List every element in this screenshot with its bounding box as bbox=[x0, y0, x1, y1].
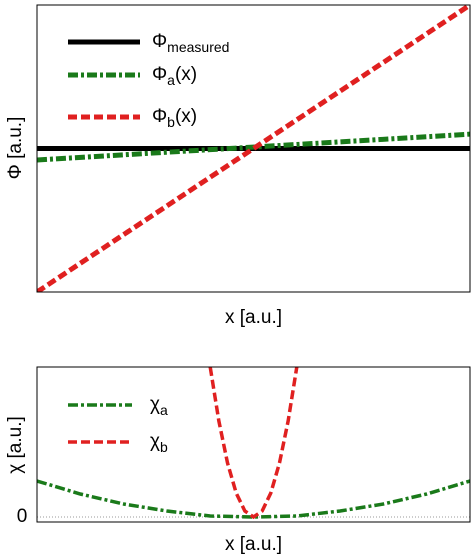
legend-suffix: (x) bbox=[175, 64, 197, 85]
legend-subscript: a bbox=[160, 402, 168, 418]
y-axis-label: χ [a.u.] bbox=[5, 416, 26, 474]
series-line bbox=[208, 367, 299, 520]
legend-label: χa bbox=[150, 394, 168, 418]
legend-symbol: Φ bbox=[152, 31, 167, 52]
legend-label: Φmeasured bbox=[152, 31, 229, 55]
series-line bbox=[37, 479, 470, 519]
plot-frame bbox=[36, 4, 471, 293]
legend-symbol: Φ bbox=[152, 106, 167, 127]
series-line bbox=[37, 5, 470, 292]
legend-subscript: measured bbox=[167, 39, 229, 55]
y-axis-label: Φ [a.u.] bbox=[5, 117, 26, 180]
legend-label: Φb(x) bbox=[152, 106, 197, 130]
x-axis-label: x [a.u.] bbox=[225, 534, 282, 555]
legend-symbol: Φ bbox=[152, 64, 167, 85]
legend-suffix: (x) bbox=[175, 106, 197, 127]
legend-symbol: χ bbox=[150, 431, 160, 452]
legend-subscript: b bbox=[160, 439, 168, 455]
y-tick-label: 0 bbox=[17, 506, 28, 527]
legend-label: Φa(x) bbox=[152, 64, 197, 88]
plot-area bbox=[37, 5, 470, 292]
legend-symbol: χ bbox=[150, 394, 160, 415]
legend-subscript: b bbox=[167, 114, 175, 130]
plot-frame bbox=[36, 366, 471, 523]
legend-label: χb bbox=[150, 431, 168, 455]
x-axis-label: x [a.u.] bbox=[225, 307, 282, 328]
legend-subscript: a bbox=[167, 72, 175, 88]
plot-area bbox=[37, 367, 470, 520]
